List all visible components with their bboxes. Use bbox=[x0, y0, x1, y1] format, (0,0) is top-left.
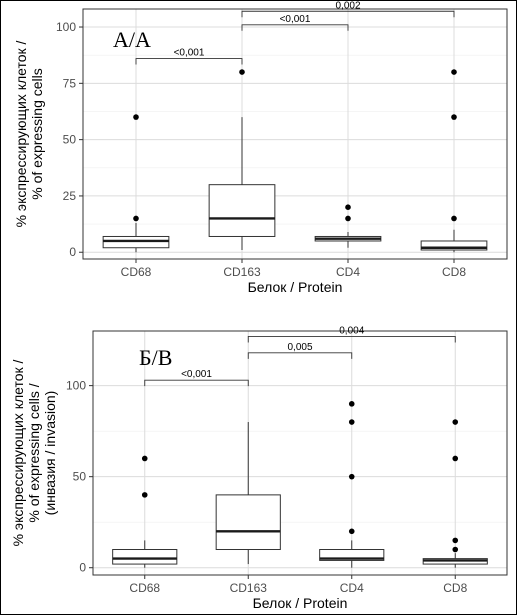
y-tick-label: 75 bbox=[63, 76, 77, 90]
y-tick-label: 50 bbox=[63, 133, 77, 147]
chart-panel-a: 0 25 50 75 100 CD68 CD163 CD4 CD8 <0,001 <0,001 0,0… bbox=[13, 1, 508, 295]
box-iqr bbox=[215, 494, 281, 551]
outlier-point bbox=[348, 473, 355, 480]
comparison-bracket bbox=[135, 58, 243, 65]
y-axis-title-line: % of expressing cells / bbox=[26, 383, 42, 522]
panel-border bbox=[82, 8, 508, 260]
x-tick-label: CD4 bbox=[340, 581, 364, 595]
outlier-point bbox=[451, 69, 457, 75]
panel-label: Б/В bbox=[139, 345, 172, 370]
outlier-point bbox=[348, 401, 355, 407]
y-tick-label: 50 bbox=[73, 470, 87, 484]
outlier-point bbox=[451, 215, 457, 222]
comparison-bracket bbox=[247, 352, 353, 359]
plot-area bbox=[83, 9, 507, 259]
p-value-label: 0,004 bbox=[339, 325, 364, 336]
outlier-point bbox=[141, 492, 148, 498]
p-value-label: <0,001 bbox=[280, 14, 311, 25]
box-iqr bbox=[112, 549, 178, 565]
x-tick-label: CD163 bbox=[223, 265, 261, 279]
comparison-bracket bbox=[241, 24, 349, 31]
comparison-bracket bbox=[144, 379, 249, 387]
box-iqr bbox=[420, 240, 488, 251]
panel-border bbox=[92, 330, 508, 576]
outlier-point bbox=[452, 455, 459, 462]
p-value-label: 0,002 bbox=[335, 1, 360, 11]
panel-label: А/А bbox=[113, 27, 151, 52]
box-iqr bbox=[208, 184, 276, 237]
x-tick-label: CD4 bbox=[336, 265, 360, 279]
comparison-bracket bbox=[241, 10, 455, 18]
y-axis-title-line: % of expressing cells bbox=[29, 68, 45, 200]
y-tick-label: 100 bbox=[56, 20, 76, 34]
comparison-bracket bbox=[247, 336, 456, 343]
y-axis-title-line: (инвазия / invasion) bbox=[42, 391, 58, 516]
y-tick-label: 0 bbox=[69, 245, 76, 259]
outlier-point bbox=[452, 419, 459, 425]
outlier-point bbox=[452, 537, 459, 544]
outlier-point bbox=[133, 114, 139, 120]
outlier-point bbox=[141, 455, 148, 462]
y-tick-label: 25 bbox=[63, 189, 77, 203]
y-axis-title: % экспрессирующих клеток /% of expressin… bbox=[10, 359, 58, 546]
x-tick-label: CD8 bbox=[442, 265, 466, 279]
x-tick-label: CD68 bbox=[121, 265, 152, 279]
p-value-label: <0,001 bbox=[174, 48, 205, 59]
outlier-point bbox=[348, 528, 355, 535]
y-tick-label: 100 bbox=[66, 379, 86, 393]
outlier-point bbox=[348, 419, 355, 425]
outlier-point bbox=[239, 69, 245, 75]
y-axis-title: % экспрессирующих клеток /% of expressin… bbox=[13, 40, 45, 227]
outlier-point bbox=[451, 114, 457, 120]
y-axis-title-line: % экспрессирующих клеток / bbox=[13, 40, 29, 227]
box-iqr bbox=[319, 549, 385, 561]
x-tick-label: CD8 bbox=[443, 581, 467, 595]
outlier-point bbox=[345, 215, 351, 222]
x-tick-label: CD163 bbox=[230, 581, 268, 595]
outlier-point bbox=[133, 215, 139, 222]
x-tick-label: CD68 bbox=[129, 581, 160, 595]
outlier-point bbox=[345, 204, 351, 210]
x-axis-title: Белок / Protein bbox=[253, 595, 348, 609]
chart-panel-b: 0 50 100 CD68 CD163 CD4 CD8 <0,001 0,005 0,004 Б/В… bbox=[10, 325, 508, 609]
x-axis-title: Белок / Protein bbox=[248, 279, 343, 295]
p-value-label: 0,005 bbox=[287, 342, 312, 353]
plot-area bbox=[93, 331, 507, 575]
y-tick-label: 0 bbox=[79, 561, 86, 575]
outlier-point bbox=[452, 546, 459, 553]
y-axis-title-line: % экспрессирующих клеток / bbox=[10, 359, 26, 546]
p-value-label: <0,001 bbox=[181, 369, 212, 380]
